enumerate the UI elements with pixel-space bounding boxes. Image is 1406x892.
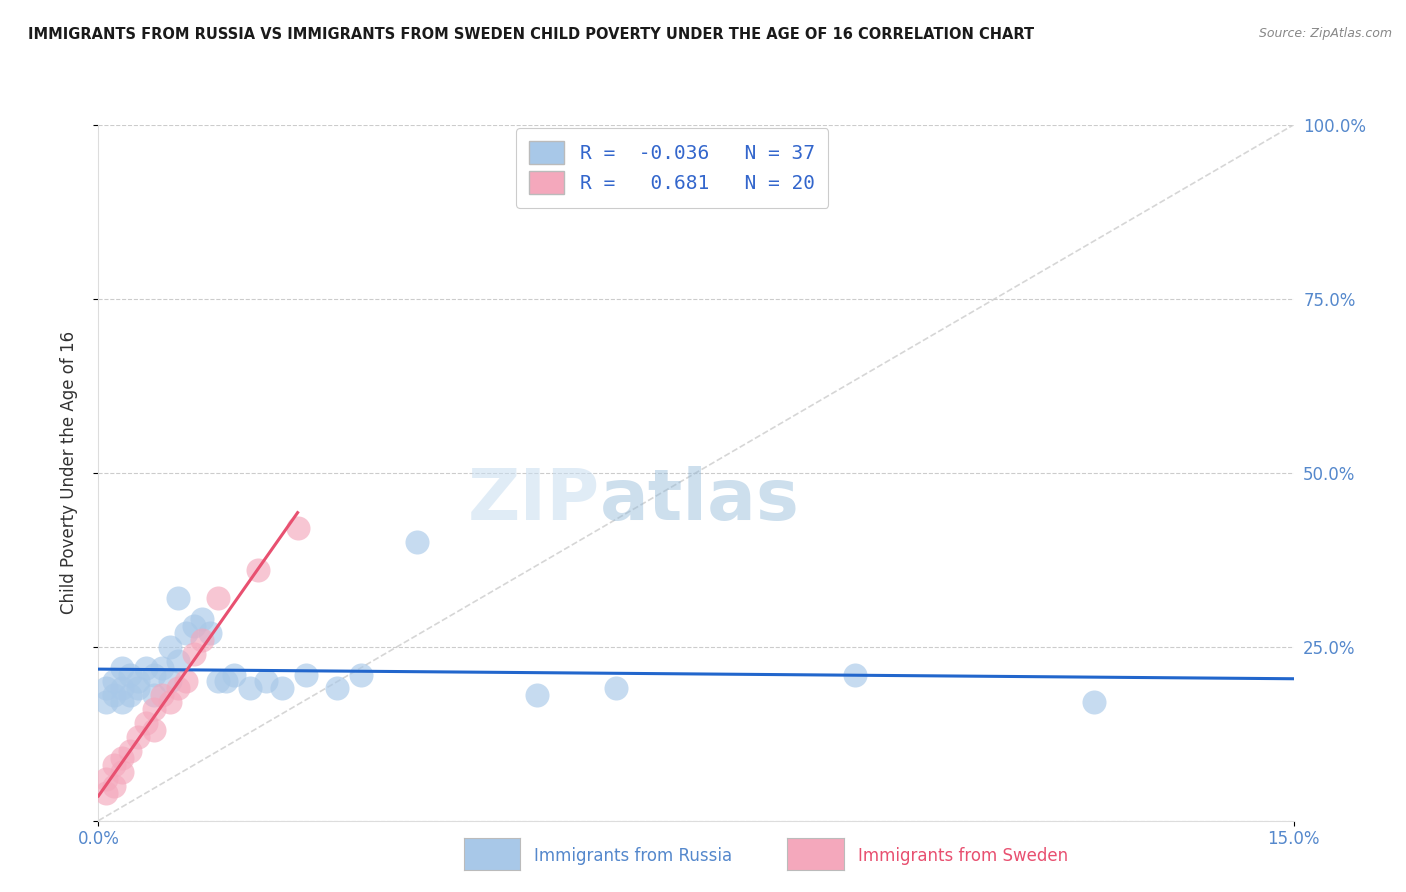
Text: atlas: atlas xyxy=(600,467,800,535)
Point xyxy=(350,667,373,681)
Point xyxy=(150,689,173,703)
Point xyxy=(96,681,118,696)
Point xyxy=(120,689,142,703)
Point xyxy=(96,786,118,800)
Point xyxy=(135,716,157,731)
Point xyxy=(111,695,134,709)
Point xyxy=(167,591,190,605)
Point xyxy=(406,535,429,549)
Point xyxy=(103,779,125,793)
Point xyxy=(120,667,142,681)
Point xyxy=(111,681,134,696)
Point xyxy=(222,667,245,681)
Point xyxy=(191,612,214,626)
Point xyxy=(1083,695,1105,709)
Point xyxy=(159,695,181,709)
Point xyxy=(167,654,190,668)
Point xyxy=(198,625,221,640)
Point xyxy=(159,640,181,654)
Point xyxy=(96,772,118,786)
Point xyxy=(215,674,238,689)
Point xyxy=(143,689,166,703)
Point xyxy=(207,674,229,689)
Point xyxy=(844,667,866,681)
Point xyxy=(183,647,205,661)
Point xyxy=(174,674,197,689)
Point xyxy=(143,667,166,681)
Point xyxy=(239,681,262,696)
Point xyxy=(270,681,292,696)
Point xyxy=(103,674,125,689)
Point xyxy=(135,660,157,674)
Point xyxy=(246,563,269,577)
Point xyxy=(103,758,125,772)
Point xyxy=(111,764,134,779)
Point xyxy=(191,632,214,647)
Text: ZIP: ZIP xyxy=(468,467,600,535)
Point xyxy=(150,660,173,674)
Point xyxy=(103,689,125,703)
Point xyxy=(167,681,190,696)
Point xyxy=(143,702,166,716)
Point xyxy=(605,681,627,696)
Point xyxy=(111,751,134,765)
Point xyxy=(183,619,205,633)
Point xyxy=(127,674,149,689)
Point xyxy=(127,681,149,696)
Y-axis label: Child Poverty Under the Age of 16: Child Poverty Under the Age of 16 xyxy=(59,331,77,615)
Point xyxy=(143,723,166,738)
Point xyxy=(120,744,142,758)
Legend: R =  -0.036   N = 37, R =   0.681   N = 20: R = -0.036 N = 37, R = 0.681 N = 20 xyxy=(516,128,828,208)
Point xyxy=(326,681,349,696)
Point xyxy=(526,689,548,703)
Text: Source: ZipAtlas.com: Source: ZipAtlas.com xyxy=(1258,27,1392,40)
Point xyxy=(207,591,229,605)
Point xyxy=(287,521,309,535)
Point xyxy=(174,625,197,640)
Text: Immigrants from Russia: Immigrants from Russia xyxy=(534,847,733,865)
Point xyxy=(111,660,134,674)
Point xyxy=(127,730,149,744)
Text: IMMIGRANTS FROM RUSSIA VS IMMIGRANTS FROM SWEDEN CHILD POVERTY UNDER THE AGE OF : IMMIGRANTS FROM RUSSIA VS IMMIGRANTS FRO… xyxy=(28,27,1035,42)
Point xyxy=(254,674,277,689)
Text: Immigrants from Sweden: Immigrants from Sweden xyxy=(858,847,1067,865)
Point xyxy=(294,667,316,681)
Point xyxy=(96,695,118,709)
Point xyxy=(159,674,181,689)
